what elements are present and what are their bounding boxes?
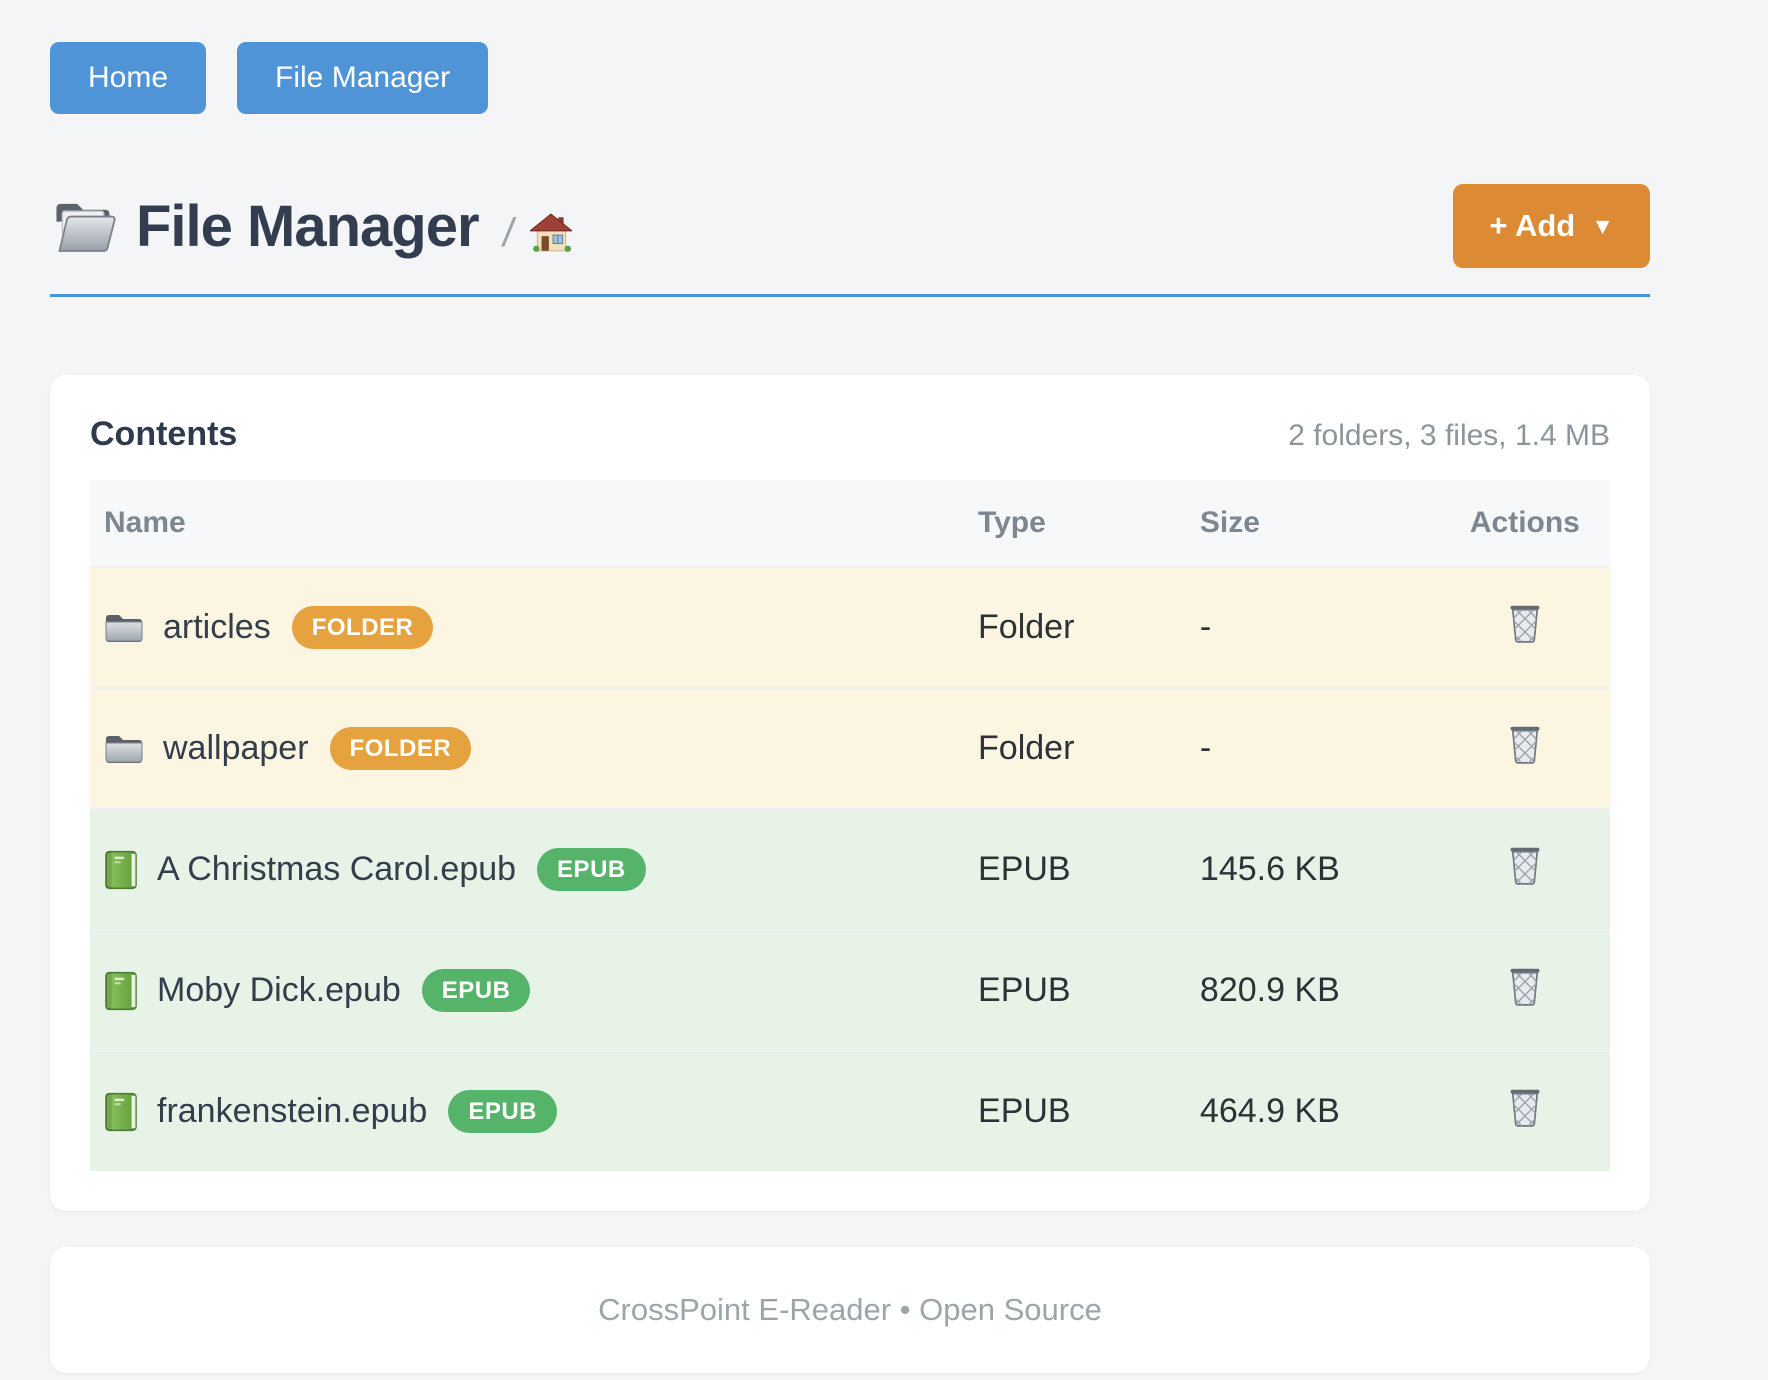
- open-folder-icon: [55, 203, 116, 252]
- contents-title: Contents: [90, 415, 238, 453]
- file-name[interactable]: A Christmas Carol.epub: [157, 850, 517, 888]
- book-icon: [105, 1092, 137, 1131]
- folder-icon: [105, 614, 143, 642]
- trash-icon: [1507, 603, 1543, 643]
- file-size: 464.9 KB: [1185, 1050, 1440, 1171]
- type-badge: EPUB: [448, 1090, 557, 1133]
- add-button[interactable]: + Add ▼: [1453, 184, 1650, 268]
- footer: CrossPoint E-Reader • Open Source: [50, 1247, 1650, 1373]
- delete-button[interactable]: [1507, 1087, 1543, 1127]
- delete-button[interactable]: [1507, 724, 1543, 764]
- contents-card: Contents 2 folders, 3 files, 1.4 MB Name…: [50, 375, 1650, 1211]
- breadcrumb: /: [500, 211, 572, 256]
- file-size: 820.9 KB: [1185, 929, 1440, 1051]
- file-type: Folder: [964, 687, 1186, 809]
- trash-icon: [1507, 724, 1543, 764]
- file-type: EPUB: [964, 929, 1186, 1051]
- folder-icon: [105, 735, 143, 763]
- file-name[interactable]: frankenstein.epub: [157, 1092, 428, 1130]
- table-row: frankenstein.epub EPUB EPUB 464.9 KB: [90, 1050, 1610, 1171]
- book-icon: [105, 971, 137, 1010]
- trash-icon: [1507, 966, 1543, 1006]
- contents-card-header: Contents 2 folders, 3 files, 1.4 MB: [90, 415, 1610, 454]
- file-type: EPUB: [964, 1050, 1186, 1171]
- column-header-type: Type: [964, 480, 1186, 567]
- column-header-name: Name: [90, 480, 965, 567]
- file-size: 145.6 KB: [1185, 808, 1440, 930]
- table-row: wallpaper FOLDER Folder -: [90, 687, 1610, 809]
- column-header-size: Size: [1185, 480, 1440, 567]
- table-header-row: Name Type Size Actions: [90, 480, 1610, 567]
- column-header-actions: Actions: [1439, 480, 1610, 567]
- add-button-label: + Add: [1489, 208, 1576, 243]
- delete-button[interactable]: [1507, 603, 1543, 643]
- nav-button-home[interactable]: Home: [50, 42, 207, 114]
- file-type: Folder: [964, 566, 1186, 688]
- footer-text: CrossPoint E-Reader • Open Source: [598, 1292, 1102, 1327]
- top-nav: Home File Manager: [50, 42, 1650, 114]
- nav-button-file-manager[interactable]: File Manager: [237, 42, 489, 114]
- delete-button[interactable]: [1507, 845, 1543, 885]
- page-title: File Manager: [136, 193, 480, 259]
- files-table: Name Type Size Actions articles FOLDER F…: [90, 480, 1610, 1171]
- page-container: Home File Manager File Manager / + Add ▼…: [50, 0, 1650, 1373]
- book-icon: [105, 850, 137, 889]
- breadcrumb-separator: /: [499, 210, 517, 255]
- page-header: File Manager / + Add ▼: [50, 184, 1650, 268]
- trash-icon: [1507, 845, 1543, 885]
- trash-icon: [1507, 1087, 1543, 1127]
- file-type: EPUB: [964, 808, 1186, 930]
- file-name[interactable]: articles: [163, 608, 271, 646]
- type-badge: FOLDER: [291, 606, 434, 649]
- file-name[interactable]: wallpaper: [163, 729, 309, 767]
- type-badge: EPUB: [537, 848, 646, 891]
- type-badge: EPUB: [421, 969, 531, 1012]
- house-icon[interactable]: [529, 213, 572, 253]
- delete-button[interactable]: [1507, 966, 1543, 1006]
- table-row: Moby Dick.epub EPUB EPUB 820.9 KB: [90, 929, 1610, 1051]
- table-row: A Christmas Carol.epub EPUB EPUB 145.6 K…: [90, 808, 1610, 930]
- title-wrap: File Manager /: [50, 193, 572, 260]
- file-name[interactable]: Moby Dick.epub: [157, 971, 401, 1009]
- title-divider: [50, 294, 1650, 297]
- file-size: -: [1185, 687, 1440, 809]
- contents-summary: 2 folders, 3 files, 1.4 MB: [1288, 419, 1610, 452]
- type-badge: FOLDER: [329, 727, 472, 770]
- table-row: articles FOLDER Folder -: [90, 566, 1610, 688]
- caret-down-icon: ▼: [1591, 212, 1614, 239]
- file-size: -: [1185, 566, 1440, 688]
